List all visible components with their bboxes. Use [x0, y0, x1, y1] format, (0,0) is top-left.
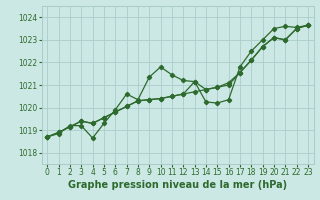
X-axis label: Graphe pression niveau de la mer (hPa): Graphe pression niveau de la mer (hPa)	[68, 180, 287, 190]
